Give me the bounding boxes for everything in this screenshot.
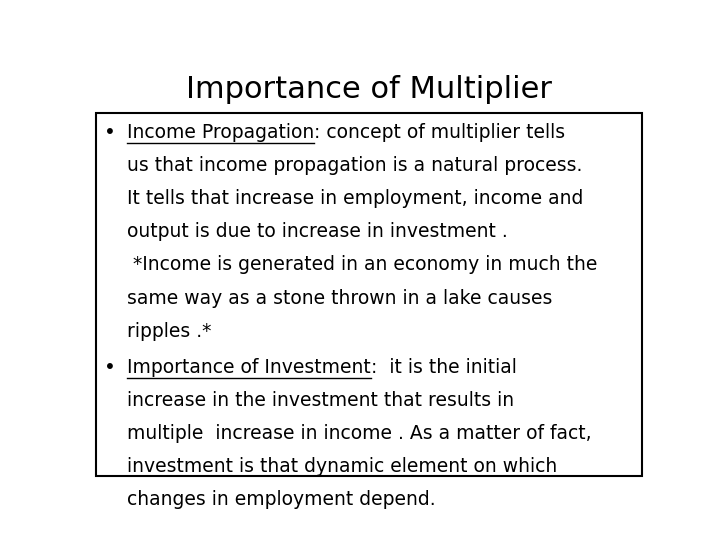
Text: us that income propagation is a natural process.: us that income propagation is a natural … bbox=[127, 156, 582, 175]
Text: It tells that increase in employment, income and: It tells that increase in employment, in… bbox=[127, 190, 584, 208]
Text: Importance of Multiplier: Importance of Multiplier bbox=[186, 75, 552, 104]
Bar bbox=[96, 112, 642, 476]
Text: •: • bbox=[104, 358, 116, 377]
Text: same way as a stone thrown in a lake causes: same way as a stone thrown in a lake cau… bbox=[127, 288, 552, 308]
Text: :  it is the initial: : it is the initial bbox=[371, 358, 517, 377]
Text: increase in the investment that results in: increase in the investment that results … bbox=[127, 391, 514, 410]
Text: output is due to increase in investment .: output is due to increase in investment … bbox=[127, 222, 508, 241]
Text: changes in employment depend.: changes in employment depend. bbox=[127, 490, 436, 509]
Text: multiple  increase in income . As a matter of fact,: multiple increase in income . As a matte… bbox=[127, 424, 592, 443]
Text: : concept of multiplier tells: : concept of multiplier tells bbox=[315, 123, 566, 142]
Text: •: • bbox=[104, 123, 116, 142]
Text: Income Propagation: Income Propagation bbox=[127, 123, 315, 142]
Text: ripples .*: ripples .* bbox=[127, 322, 212, 341]
Text: Importance of Investment: Importance of Investment bbox=[127, 358, 371, 377]
Text: investment is that dynamic element on which: investment is that dynamic element on wh… bbox=[127, 457, 557, 476]
Text: *Income is generated in an economy in much the: *Income is generated in an economy in mu… bbox=[127, 255, 598, 274]
